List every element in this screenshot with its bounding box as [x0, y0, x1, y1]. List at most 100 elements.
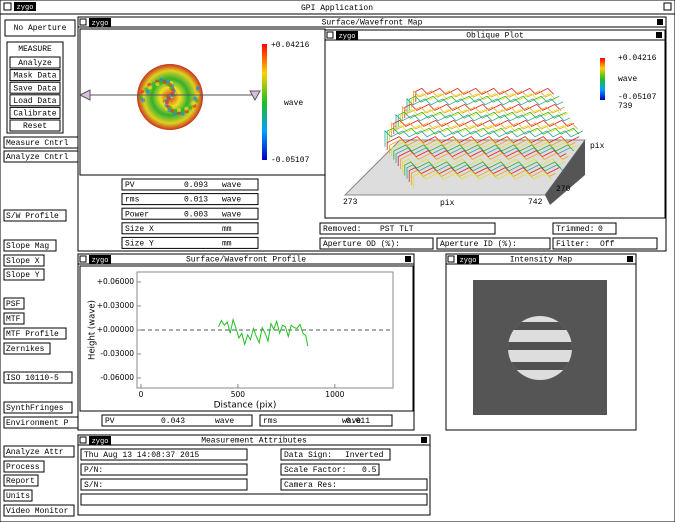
- attribute-field: [80, 493, 428, 506]
- button[interactable]: [4, 19, 76, 37]
- button[interactable]: [3, 342, 51, 355]
- axis-tick: 273: [343, 198, 358, 207]
- cut-marker-left[interactable]: [78, 89, 91, 101]
- button[interactable]: [3, 445, 75, 458]
- stat-value: 0.043: [161, 417, 185, 426]
- oblique-trace: [406, 164, 564, 179]
- scale-min: -0.05107: [618, 93, 657, 102]
- button[interactable]: [3, 268, 45, 281]
- button[interactable]: [3, 489, 33, 502]
- stat-value: 0.003: [184, 210, 208, 219]
- colorbar-unit: wave: [284, 99, 303, 108]
- stat-field: [121, 193, 259, 206]
- button[interactable]: [3, 474, 39, 487]
- button-label: Process: [6, 463, 40, 472]
- button-label: Slope Y: [6, 271, 40, 280]
- info-label: Aperture OD (%):: [323, 240, 400, 249]
- colorbar-max: +0.04216: [271, 41, 310, 50]
- window-resize-icon[interactable]: [656, 32, 662, 38]
- button[interactable]: [9, 81, 61, 94]
- window-title: Intensity Map: [510, 256, 573, 265]
- button[interactable]: [3, 401, 73, 414]
- logo: zygo: [92, 438, 109, 446]
- attribute-label: Data Sign:: [284, 451, 332, 460]
- stat-label: Power: [125, 210, 149, 219]
- app-title: GPI Application: [301, 4, 373, 13]
- button-label: SynthFringes: [6, 404, 64, 413]
- map-speckle: [169, 86, 174, 91]
- oblique-trace: [386, 136, 580, 150]
- logo: zygo: [17, 4, 34, 12]
- button[interactable]: [9, 106, 61, 119]
- y-axis-label: Height (wave): [88, 300, 98, 360]
- window-menu-icon[interactable]: [79, 436, 87, 444]
- window-resize-icon[interactable]: [657, 19, 663, 25]
- map-speckle: [148, 85, 153, 90]
- stat-label: rms: [263, 417, 278, 426]
- button[interactable]: [3, 254, 45, 267]
- button-label: Mask Data: [13, 72, 56, 81]
- oblique-trace: [402, 106, 565, 122]
- window-resize-icon[interactable]: [627, 256, 633, 262]
- window-menu-icon[interactable]: [79, 255, 87, 263]
- map-speckle: [155, 82, 160, 87]
- oblique-trace: [413, 172, 552, 189]
- oblique-trace: [395, 147, 571, 163]
- map-speckle: [184, 106, 189, 111]
- button[interactable]: [3, 460, 45, 473]
- window-menu-icon[interactable]: [79, 18, 87, 26]
- button-label: MTF: [6, 315, 21, 324]
- map-speckle: [192, 96, 197, 101]
- button[interactable]: [3, 327, 67, 340]
- button[interactable]: [9, 56, 61, 69]
- button-label: Load Data: [13, 97, 56, 106]
- button-label: Slope X: [6, 257, 40, 266]
- window-resize-icon[interactable]: [405, 256, 411, 262]
- cut-marker-right[interactable]: [249, 90, 261, 102]
- fringe: [508, 342, 572, 350]
- info-label: Aperture ID (%):: [440, 240, 517, 249]
- button[interactable]: [3, 504, 75, 517]
- window-menu-icon[interactable]: [447, 255, 455, 263]
- attribute-value: 0.5: [362, 466, 377, 475]
- map-speckle: [195, 86, 200, 91]
- attribute-label: Camera Res:: [284, 481, 337, 490]
- window-resize-icon[interactable]: [421, 437, 427, 443]
- button-label: Calibrate: [13, 110, 56, 119]
- oblique-trace: [397, 150, 567, 166]
- button-label: Video Monitor: [6, 507, 69, 516]
- button[interactable]: [9, 94, 61, 107]
- logo-box: [457, 255, 479, 264]
- colorbar-min: -0.05107: [271, 156, 310, 165]
- fringe: [508, 322, 572, 330]
- axis-label: pix: [590, 142, 605, 151]
- map-speckle: [145, 89, 150, 94]
- button[interactable]: [3, 209, 67, 222]
- window-title-bar: [445, 253, 637, 265]
- close-icon[interactable]: [663, 2, 672, 11]
- info-field: [552, 237, 658, 250]
- map-speckle: [166, 96, 171, 101]
- button[interactable]: [3, 312, 25, 325]
- info-value: 0: [598, 225, 603, 234]
- y-tick-label: +0.03000: [97, 301, 135, 310]
- map-speckle: [151, 82, 156, 87]
- button[interactable]: [9, 119, 61, 132]
- attribute-label: P/N:: [84, 466, 103, 475]
- button-label: ISO 10110-5: [6, 374, 59, 383]
- oblique-trace: [395, 113, 571, 131]
- window-menu-icon[interactable]: [326, 31, 334, 39]
- button[interactable]: [9, 69, 61, 82]
- oblique-trace: [389, 125, 576, 141]
- info-field: [552, 222, 617, 235]
- menu-icon[interactable]: [3, 2, 12, 11]
- oblique-trace: [393, 144, 575, 160]
- button-label: Analyze Attr: [6, 448, 64, 457]
- button[interactable]: [3, 371, 73, 384]
- button[interactable]: [3, 239, 57, 252]
- stat-value: 0.093: [184, 181, 208, 190]
- button[interactable]: [3, 297, 25, 310]
- y-tick-label: +0.00000: [97, 325, 135, 334]
- attribute-field: [280, 448, 391, 461]
- button-label: Measure Cntrl: [6, 139, 69, 148]
